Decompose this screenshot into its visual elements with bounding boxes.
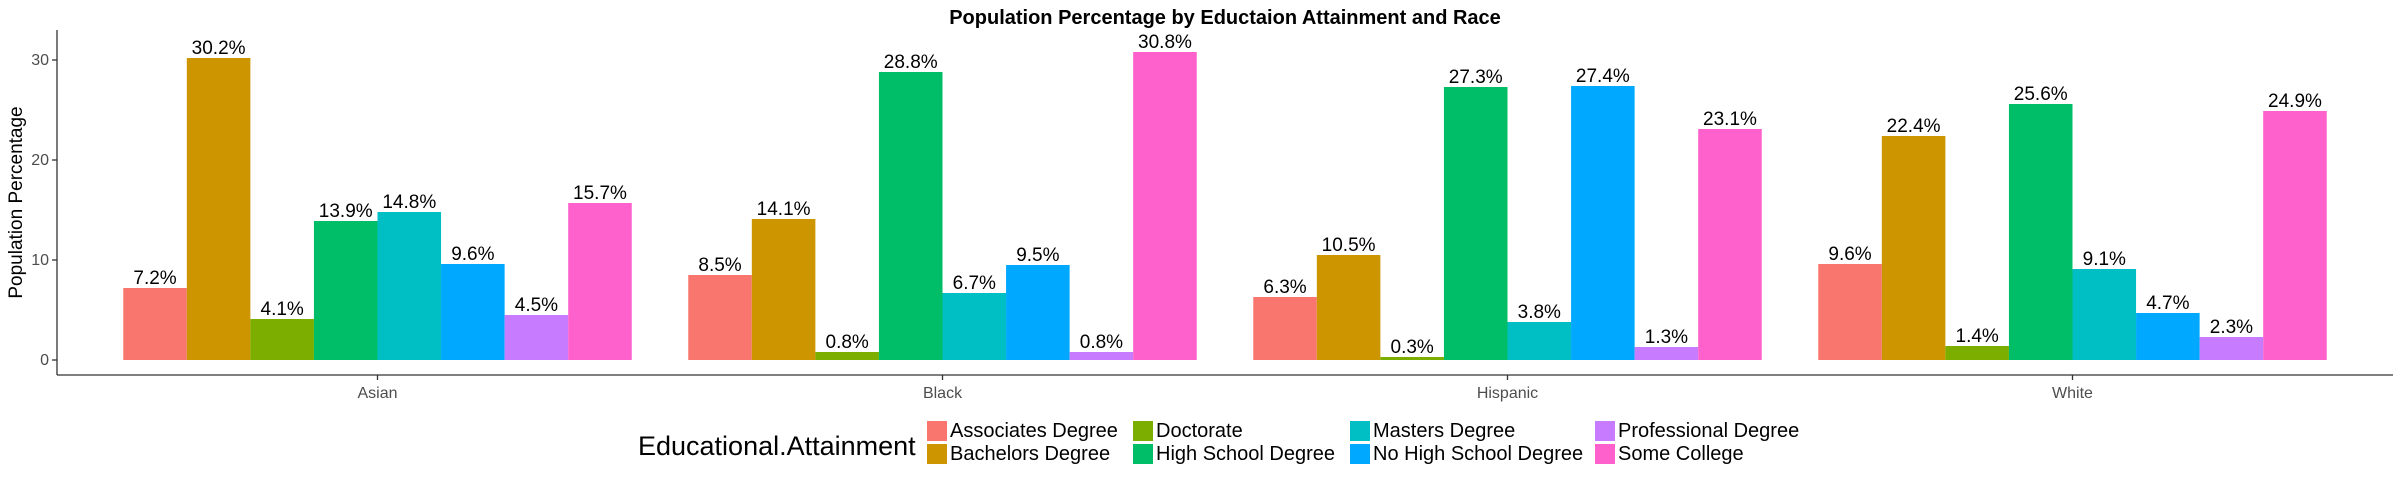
- legend-key: [1350, 444, 1370, 464]
- bar: [377, 212, 442, 360]
- bar: [1881, 136, 1946, 360]
- data-label: 22.4%: [1887, 116, 1941, 137]
- data-label: 4.7%: [2146, 293, 2189, 314]
- y-tick-label: 30: [31, 52, 49, 69]
- legend-label: No High School Degree: [1373, 443, 1583, 465]
- bar: [1380, 357, 1444, 360]
- legend-label: Doctorate: [1156, 420, 1243, 442]
- legend-label: Professional Degree: [1618, 420, 1799, 442]
- legend-label: Bachelors Degree: [950, 443, 1110, 465]
- bar: [2199, 337, 2264, 360]
- legend-title: Educational.Attainment: [638, 431, 916, 461]
- bar: [942, 293, 1007, 360]
- data-label: 1.4%: [1956, 326, 1999, 347]
- bar: [1818, 264, 1882, 360]
- data-label: 9.1%: [2083, 249, 2126, 270]
- data-label: 10.5%: [1322, 235, 1376, 256]
- legend-key: [1350, 421, 1370, 441]
- bar: [1571, 86, 1635, 360]
- data-label: 6.7%: [953, 273, 996, 294]
- data-label: 1.3%: [1645, 327, 1688, 348]
- legend-key: [927, 444, 947, 464]
- bar: [1253, 297, 1317, 360]
- bar: [504, 315, 569, 360]
- bar: [1133, 52, 1197, 360]
- data-label: 27.3%: [1449, 67, 1503, 88]
- legend-label: High School Degree: [1156, 443, 1335, 465]
- bar: [250, 319, 314, 360]
- y-tick-label: 10: [31, 252, 49, 269]
- bar: [878, 72, 943, 360]
- data-label: 0.3%: [1391, 337, 1434, 358]
- legend-label: Masters Degree: [1373, 420, 1515, 442]
- bar: [1698, 129, 1762, 360]
- plot-area: 0 10 20 30 Asian 7.2% 30.2% 4.1% 13.9% 14.8% 9.6% 4…: [31, 30, 2393, 402]
- data-label: 7.2%: [133, 268, 176, 289]
- bar: [186, 58, 251, 360]
- legend: Educational.Attainment Associates Degree…: [638, 420, 1799, 465]
- bar: [1634, 347, 1699, 360]
- data-label: 3.8%: [1518, 302, 1561, 323]
- data-label: 0.8%: [826, 332, 869, 353]
- data-label: 6.3%: [1263, 277, 1306, 298]
- x-tick-label: White: [2052, 385, 2093, 402]
- data-label: 15.7%: [573, 183, 627, 204]
- legend-key: [927, 421, 947, 441]
- bar: [1316, 255, 1381, 360]
- data-label: 14.1%: [757, 199, 811, 220]
- bar: [1006, 265, 1070, 360]
- data-label: 28.8%: [884, 52, 938, 73]
- bar: [568, 203, 632, 360]
- bar: [1069, 352, 1134, 360]
- data-label: 9.6%: [1828, 244, 1871, 265]
- bar: [2008, 104, 2073, 360]
- data-label: 13.9%: [319, 201, 373, 222]
- data-label: 0.8%: [1080, 332, 1123, 353]
- x-tick-label: Hispanic: [1477, 385, 1538, 402]
- bar: [751, 219, 816, 360]
- bar: [441, 264, 505, 360]
- legend-key: [1595, 421, 1615, 441]
- bar: [1945, 346, 2009, 360]
- data-label: 4.1%: [261, 299, 304, 320]
- bar: [688, 275, 752, 360]
- x-tick-label: Asian: [357, 385, 397, 402]
- bar: [2263, 111, 2327, 360]
- data-label: 8.5%: [698, 255, 741, 276]
- bar: [2136, 313, 2200, 360]
- legend-key: [1133, 421, 1153, 441]
- data-label: 23.1%: [1703, 109, 1757, 130]
- chart-title: Population Percentage by Eductaion Attai…: [949, 7, 1501, 29]
- bar: [1443, 87, 1508, 360]
- data-label: 2.3%: [2210, 317, 2253, 338]
- y-tick-label: 0: [40, 352, 49, 369]
- data-label: 9.6%: [451, 244, 494, 265]
- legend-label: Associates Degree: [950, 420, 1118, 442]
- data-label: 30.2%: [192, 38, 246, 59]
- data-label: 14.8%: [382, 192, 436, 213]
- y-axis-title: Population Percentage: [6, 106, 27, 298]
- bar: [313, 221, 378, 360]
- data-label: 30.8%: [1138, 32, 1192, 53]
- data-label: 27.4%: [1576, 66, 1630, 87]
- x-tick-label: Black: [923, 385, 963, 402]
- bar: [123, 288, 187, 360]
- data-label: 25.6%: [2014, 84, 2068, 105]
- legend-label: Some College: [1618, 443, 1744, 465]
- bar: [1507, 322, 1572, 360]
- bar: [2072, 269, 2137, 360]
- bar: [815, 352, 879, 360]
- legend-key: [1133, 444, 1153, 464]
- data-label: 24.9%: [2268, 91, 2322, 112]
- data-label: 9.5%: [1016, 245, 1059, 266]
- data-label: 4.5%: [515, 295, 558, 316]
- y-tick-label: 20: [31, 152, 49, 169]
- legend-key: [1595, 444, 1615, 464]
